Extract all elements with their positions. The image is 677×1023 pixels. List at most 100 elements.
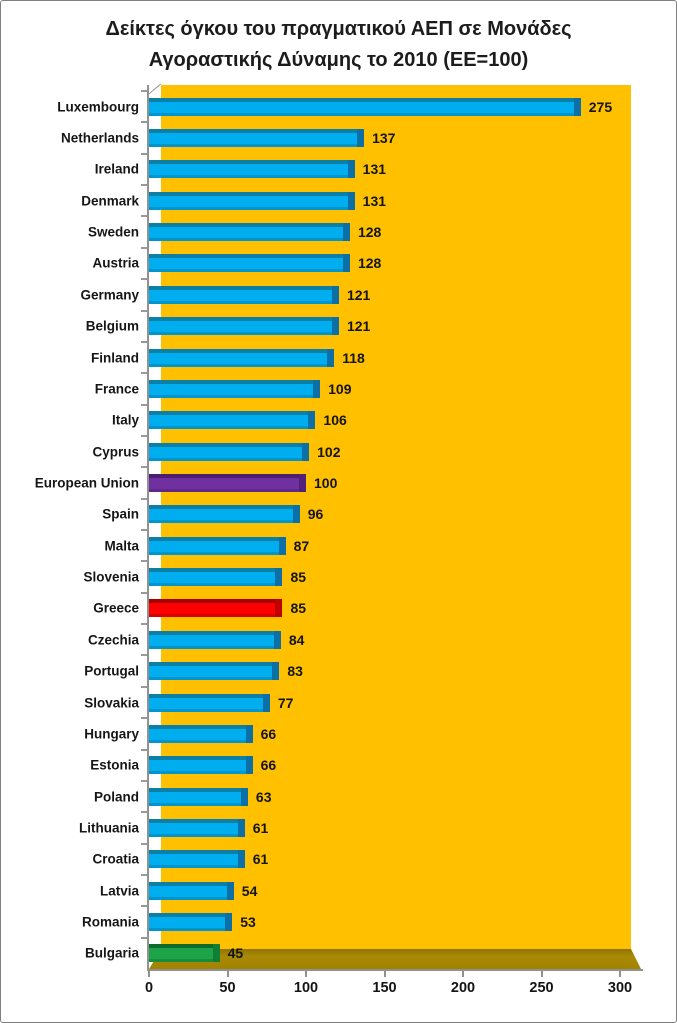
x-tick-label: 300 — [607, 980, 633, 996]
plot-floor — [149, 949, 641, 969]
chart-row: Slovenia 85 — [83, 560, 631, 592]
chart-row: Ireland 131 — [95, 152, 631, 185]
value-label: 121 — [346, 286, 371, 303]
category-label: Malta — [104, 538, 139, 554]
bar — [149, 850, 245, 869]
chart-row: Bulgaria 45 — [85, 936, 631, 969]
category-label: Portugal — [84, 663, 139, 679]
value-label: 53 — [240, 914, 256, 931]
x-tick-label: 0 — [144, 980, 154, 996]
value-label: 275 — [588, 98, 613, 115]
value-label: 137 — [372, 130, 396, 147]
bar — [149, 630, 281, 649]
chart-row: Czechia 84 — [88, 623, 631, 655]
bar — [149, 473, 306, 492]
value-label: 118 — [342, 349, 365, 366]
bar — [149, 97, 581, 116]
chart-row: Finland 118 — [91, 340, 631, 373]
x-tick-label: 150 — [372, 980, 397, 996]
bar — [149, 379, 321, 398]
bar — [149, 756, 253, 775]
chart-row: Latvia 54 — [100, 873, 631, 906]
value-label: 63 — [255, 788, 272, 805]
bar — [149, 944, 220, 963]
bar — [149, 254, 350, 273]
chart-row: France 109 — [95, 372, 631, 404]
value-label: 100 — [314, 474, 338, 491]
bar — [149, 724, 253, 743]
bar-rows: Luxembourg 275 Netherlands 137 Ireland 1… — [35, 89, 631, 969]
chart-row: Poland 63 — [94, 779, 631, 812]
chart-row: Luxembourg 275 — [57, 89, 631, 122]
x-axis-ticks: 0 50 100 150 200 250 300 — [145, 971, 633, 1007]
chart-row: Portugal 83 — [84, 654, 631, 686]
value-label: 54 — [241, 882, 258, 899]
category-label: Greece — [93, 600, 139, 616]
category-label: Italy — [111, 412, 139, 428]
category-label: Lithuania — [79, 820, 139, 836]
category-label: Bulgaria — [84, 945, 139, 961]
chart-title-line2: Αγοραστικής Δύναμης το 2010 (ΕΕ=100) — [148, 49, 529, 71]
chart-row: Netherlands 137 — [61, 121, 631, 153]
x-tick-label: 50 — [219, 980, 236, 996]
bar — [149, 536, 286, 555]
category-label: Slovenia — [83, 569, 139, 585]
x-tick-mark — [305, 971, 307, 977]
category-label: Romania — [81, 914, 139, 930]
value-label: 61 — [252, 851, 269, 868]
chart-title: Δείκτες όγκου του πραγματικού ΑΕΠ σε Μον… — [1, 14, 676, 76]
bar — [149, 285, 339, 304]
y-axis-line — [147, 85, 149, 971]
bar — [149, 505, 300, 524]
value-label: 66 — [260, 757, 277, 774]
bar — [149, 818, 245, 837]
category-label: Czechia — [87, 632, 139, 648]
bar — [149, 662, 280, 681]
x-tick-mark — [619, 971, 621, 977]
bar — [149, 913, 233, 932]
value-label: 87 — [293, 537, 310, 554]
category-label: Austria — [92, 255, 139, 271]
chart-row: Denmark 131 — [81, 184, 631, 216]
x-tick-mark — [226, 971, 229, 977]
category-label: Ireland — [94, 161, 139, 177]
chart-row: Austria 128 — [92, 246, 631, 279]
category-label: Estonia — [90, 757, 139, 773]
value-label: 102 — [317, 443, 341, 460]
chart-row: Sweden 128 — [88, 215, 631, 247]
value-label: 128 — [357, 255, 382, 272]
bar — [149, 348, 335, 367]
value-label: 45 — [227, 945, 244, 962]
category-label: Sweden — [87, 224, 139, 240]
category-label: Hungary — [84, 726, 139, 742]
x-tick-label: 100 — [293, 980, 319, 996]
bar — [149, 442, 310, 461]
chart-row: Germany 121 — [80, 278, 631, 310]
category-label: Latvia — [99, 883, 139, 899]
category-label: Denmark — [81, 193, 139, 209]
chart-row: Estonia 66 — [90, 748, 631, 781]
category-label: Netherlands — [60, 130, 139, 146]
x-tick-mark — [148, 971, 150, 977]
value-label: 128 — [357, 224, 382, 241]
value-label: 61 — [252, 819, 269, 836]
category-label: Germany — [80, 287, 139, 303]
chart-row: Hungary 66 — [84, 717, 631, 749]
bar — [149, 787, 248, 806]
value-label: 77 — [277, 694, 294, 711]
value-label: 84 — [288, 631, 305, 648]
bar — [149, 129, 365, 148]
category-label: Belgium — [85, 318, 139, 334]
category-label: Spain — [102, 506, 139, 522]
chart-row: Slovakia 77 — [84, 685, 631, 718]
chart-row: Lithuania 61 — [79, 811, 631, 843]
chart-row: Malta 87 — [104, 529, 631, 561]
chart-row: Croatia 61 — [92, 842, 631, 875]
category-label: France — [94, 381, 139, 397]
plot-area: Luxembourg 275 Netherlands 137 Ireland 1… — [35, 83, 631, 969]
category-label: Luxembourg — [57, 99, 139, 115]
category-label: Cyprus — [92, 444, 139, 460]
category-label: Finland — [91, 350, 139, 366]
bar — [149, 881, 234, 900]
